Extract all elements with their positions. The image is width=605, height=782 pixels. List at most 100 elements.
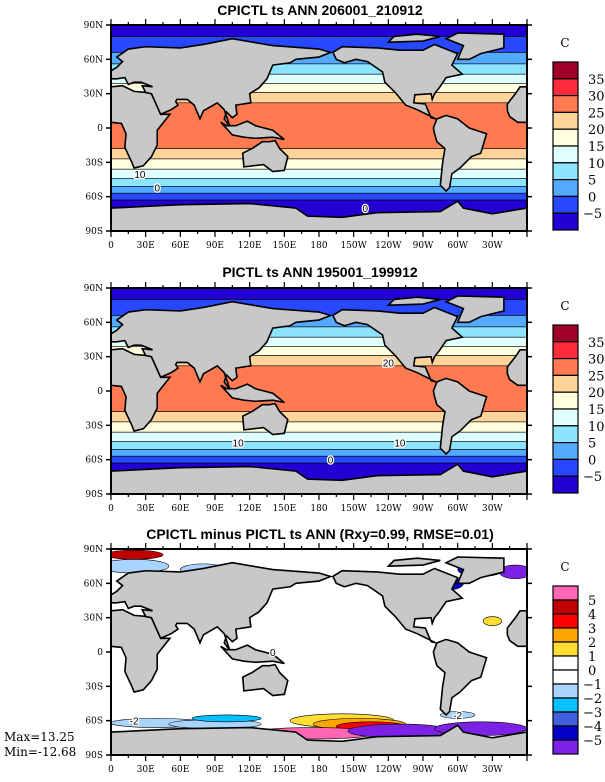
colorbar-box: [552, 711, 579, 727]
land-namerica: [331, 43, 465, 120]
colorbar-box: [552, 725, 579, 741]
colorbar-box: [552, 655, 579, 671]
lat-label: 30N: [84, 90, 103, 100]
contour-label: 10: [233, 439, 245, 450]
lon-label: 150E: [272, 241, 296, 251]
lon-label: 60E: [171, 241, 189, 251]
lon-label: 150W: [340, 765, 367, 775]
lon-label: 120E: [238, 765, 262, 775]
land-africaW: [506, 348, 527, 387]
lon-label: 180: [310, 765, 327, 775]
lon-label: 30W: [482, 504, 503, 514]
land-samerica: [432, 114, 488, 193]
colorbar-label: −1: [583, 678, 602, 693]
contour-band: [111, 449, 527, 457]
colorbar-unit: C: [560, 299, 569, 313]
map-field: 20 10 10 0: [111, 288, 527, 494]
lat-label: 0: [97, 387, 103, 397]
colorbar-label: 2: [588, 636, 596, 651]
land-samerica: [432, 377, 488, 456]
contour-band: [111, 192, 527, 201]
lat-label: 90N: [84, 284, 103, 294]
map-panel-2: 20 10 10 0 90N 60N 30N 0 30S 60S 90S 0 30E 60E 90E 120E…: [84, 282, 605, 514]
colorbar-box: [552, 475, 579, 494]
colorbar-box: [552, 585, 579, 601]
lon-label: 0: [108, 504, 114, 514]
land-arctic: [386, 296, 441, 307]
lon-label: 60E: [171, 504, 189, 514]
contour-label: 0: [328, 456, 334, 467]
lat-label: 30N: [84, 614, 103, 624]
lat-label: 30S: [85, 158, 103, 168]
lat-label: 90S: [85, 227, 103, 237]
lon-label: 30E: [137, 765, 155, 775]
contour-band: [111, 441, 527, 450]
land-greenland: [444, 295, 505, 324]
colorbar-label: 5: [588, 594, 596, 609]
colorbar-label: 30: [588, 90, 605, 105]
contour-label: 0: [270, 648, 276, 659]
lon-label: 120W: [375, 504, 402, 514]
colorbar-label: −2: [583, 692, 602, 707]
min-value: Min=-12.68: [4, 745, 77, 759]
anomaly-region: [482, 616, 502, 626]
lon-label: 60E: [171, 765, 189, 775]
colorbar-label: 5: [588, 174, 596, 189]
colorbar-label: −5: [583, 734, 602, 749]
land-greenland: [444, 32, 505, 61]
colorbar-label: 0: [588, 453, 596, 468]
panel-title: CPICTL ts ANN 206001_210912: [217, 2, 423, 18]
colorbar-box: [552, 739, 579, 755]
lat-label: 60S: [85, 456, 103, 466]
contour-label: 0: [362, 204, 368, 215]
colorbar-label: 10: [588, 157, 605, 172]
lon-label: 150E: [272, 765, 296, 775]
colorbar-label: −3: [583, 706, 602, 721]
colorbar-box: [552, 627, 579, 643]
colorbar-box: [552, 374, 579, 393]
lon-label: 90E: [206, 241, 224, 251]
lon-label: 150W: [340, 241, 367, 251]
contour-band: [111, 431, 527, 442]
colorbar-label: 15: [588, 403, 605, 418]
max-value: Max=13.25: [4, 730, 75, 744]
colorbar-box: [552, 442, 579, 461]
colorbar-box: [552, 179, 579, 198]
lon-label: 120W: [375, 241, 402, 251]
lat-label: 60N: [84, 579, 103, 589]
lon-label: 90E: [206, 504, 224, 514]
land-eurasia: [111, 561, 334, 652]
contour-band: [111, 455, 527, 464]
colorbar-box: [552, 111, 579, 130]
lat-label: 90S: [85, 751, 103, 761]
lon-label: 120W: [375, 765, 402, 775]
lon-label: 150W: [340, 504, 367, 514]
anomaly-region: [440, 711, 476, 719]
lat-label: 30N: [84, 353, 103, 363]
lat-label: 30S: [85, 682, 103, 692]
lon-label: 0: [108, 241, 114, 251]
colorbar-box: [552, 341, 579, 360]
contour-label: -2: [453, 711, 462, 722]
colorbar-box: [552, 641, 579, 657]
lon-label: 30E: [137, 241, 155, 251]
lat-label: 90S: [85, 490, 103, 500]
contour-label: 0: [154, 184, 160, 195]
lat-label: 90N: [84, 545, 103, 555]
colorbar-box: [552, 599, 579, 615]
colorbar-label: 15: [588, 140, 605, 155]
colorbar-box: [552, 697, 579, 713]
land-australia: [241, 402, 289, 436]
anomaly-region: [111, 549, 164, 560]
land-eurasia: [111, 37, 334, 128]
colorbar-box: [552, 94, 579, 113]
contour-label: -2: [130, 717, 139, 728]
lon-label: 180: [310, 504, 327, 514]
land-antarctica: [111, 463, 527, 494]
colorbar-box: [552, 408, 579, 427]
land-namerica: [331, 306, 465, 383]
